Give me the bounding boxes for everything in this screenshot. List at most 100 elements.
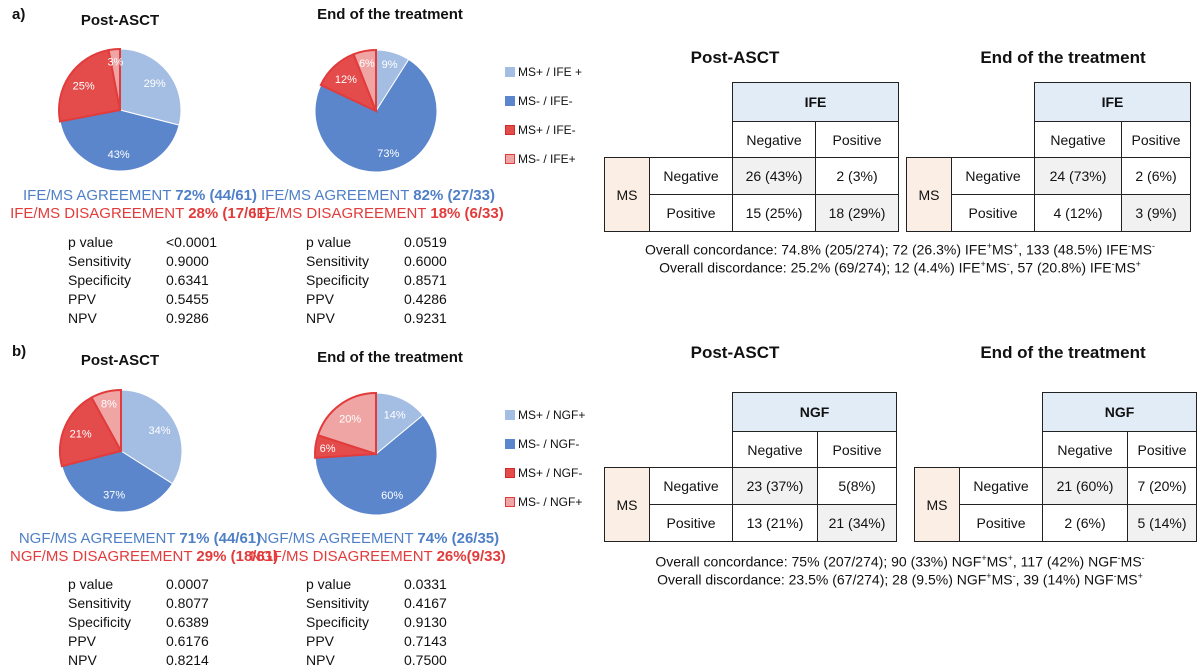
row-group-label: MS xyxy=(906,157,952,232)
disagreement-a2: IFE/MS DISAGREEMENT 18% (6/33) xyxy=(248,205,508,222)
slice-label: 73% xyxy=(377,148,399,160)
stat-row: Specificity 0.9130 xyxy=(306,613,447,632)
agreement-a2-value: 82% (27/33) xyxy=(413,187,495,204)
row-header: Negative xyxy=(951,157,1035,195)
stat-row: Specificity 0.6341 xyxy=(68,271,217,290)
table-a1-title: Post-ASCT xyxy=(690,48,780,67)
table-corner xyxy=(605,432,733,468)
agreement-a2-prefix: IFE/MS AGREEMENT xyxy=(261,187,414,204)
agreement-b2: NGF/MS AGREEMENT 74% (26/35) xyxy=(248,530,508,547)
stat-name: p value xyxy=(306,576,352,592)
note-sup: + xyxy=(1012,241,1019,251)
row-group-label: MS xyxy=(604,157,650,232)
discordance-note-b: Overall discordance: 23.5% (67/274); 28 … xyxy=(600,567,1200,589)
stat-value: 0.6389 xyxy=(166,614,209,630)
column-header: Negative xyxy=(1034,121,1122,158)
note-sup: - xyxy=(1151,241,1155,251)
note-text: Overall discordance: 25.2% (69/274); 12 … xyxy=(659,259,981,276)
legend-swatch xyxy=(505,124,515,135)
stat-row: NPV 0.7500 xyxy=(306,651,447,670)
table-cell: 13 (21%) xyxy=(732,504,818,542)
column-header: Positive xyxy=(1127,431,1197,468)
stat-name: Sensitivity xyxy=(68,253,132,269)
row-header: Negative xyxy=(959,467,1043,505)
stat-name: NPV xyxy=(68,652,97,668)
disagreement-b1: NGF/MS DISAGREEMENT 29% (18/61) xyxy=(10,548,278,565)
panel-a-label: a) xyxy=(12,6,26,23)
stat-row: Sensitivity 0.4167 xyxy=(306,594,447,613)
legend-item: MS+ / NGF+ xyxy=(505,406,585,423)
stat-row: p value 0.0007 xyxy=(68,575,209,594)
stat-value: 0.0519 xyxy=(404,234,447,250)
agreement-b1-value: 71% (44/61) xyxy=(179,530,262,547)
stat-name: Sensitivity xyxy=(306,253,370,269)
legend-label: MS- / NGF+ xyxy=(518,494,583,509)
note-sup: - xyxy=(1141,553,1145,563)
column-header: Negative xyxy=(732,431,818,468)
stats-a1: p value <0.0001 Sensitivity 0.9000 Specifi… xyxy=(68,233,217,328)
table-corner xyxy=(907,83,1035,122)
note-text: , 133 (48.5%) IFE xyxy=(1018,241,1128,258)
stat-row: Specificity 0.6389 xyxy=(68,613,209,632)
pie-slice xyxy=(90,388,122,452)
note-sup: - xyxy=(1127,241,1131,251)
note-text: MS xyxy=(1120,553,1142,570)
table-cell: 5 (14%) xyxy=(1127,504,1197,542)
pie-a2-title: End of the treatment xyxy=(317,6,463,23)
stat-name: Sensitivity xyxy=(306,595,370,611)
stat-name: NPV xyxy=(306,652,335,668)
agreement-b2-value: 74% (26/35) xyxy=(417,530,500,547)
slice-label: 9% xyxy=(382,59,398,71)
agreement-b1: NGF/MS AGREEMENT 71% (44/61) xyxy=(10,530,270,547)
table-cell: 4 (12%) xyxy=(1034,194,1122,232)
legend-swatch xyxy=(505,467,515,478)
table-corner xyxy=(605,393,733,432)
stat-row: NPV 0.9286 xyxy=(68,309,217,328)
stat-value: 0.6341 xyxy=(166,272,209,288)
disagreement-b1-prefix: NGF/MS DISAGREEMENT xyxy=(10,548,197,565)
stat-name: NPV xyxy=(306,310,335,326)
note-text: MS xyxy=(1114,259,1136,276)
legend-swatch xyxy=(505,496,515,507)
legend-label: MS+ / NGF- xyxy=(518,465,583,480)
legend-b: MS+ / NGF+ MS- / NGF- MS+ / NGF- MS- / N… xyxy=(505,406,585,522)
stat-name: p value xyxy=(68,234,114,250)
table-header: IFE xyxy=(1034,82,1191,122)
slice-label: 6% xyxy=(320,443,336,455)
panel-b-label: b) xyxy=(12,343,27,360)
column-header: Negative xyxy=(732,121,816,158)
legend-a: MS+ / IFE + MS- / IFE- MS+ / IFE- MS- / … xyxy=(505,63,582,179)
note-sup: + xyxy=(980,259,986,269)
note-sup: + xyxy=(986,571,992,581)
concordance-note-b: Overall concordance: 75% (207/274); 90 (… xyxy=(600,549,1200,571)
table-cell: 24 (73%) xyxy=(1034,157,1122,195)
table-corner xyxy=(907,122,1035,158)
disagreement-b2-value: 26%(9/33) xyxy=(436,548,506,565)
pie-chart-a1: 29% 43% 25% 3% xyxy=(58,47,182,172)
pie-chart-b2: 14% 60% 6% 20% xyxy=(314,391,438,516)
column-header: Positive xyxy=(815,121,899,158)
stat-name: PPV xyxy=(306,633,335,649)
note-sup: - xyxy=(1111,259,1115,269)
table-corner xyxy=(605,83,733,122)
agreement-a1: IFE/MS AGREEMENT 72% (44/61) xyxy=(10,187,270,204)
legend-item: MS+ / IFE + xyxy=(505,63,582,80)
note-sup: + xyxy=(1135,259,1141,269)
table-a2-title: End of the treatment xyxy=(980,48,1146,67)
agreement-a1-prefix: IFE/MS AGREEMENT xyxy=(23,187,176,204)
stat-row: PPV 0.7143 xyxy=(306,632,447,651)
legend-label: MS+ / IFE- xyxy=(518,122,576,137)
table-cell: 26 (43%) xyxy=(732,157,816,195)
legend-item: MS- / NGF+ xyxy=(505,493,585,510)
stat-name: Specificity xyxy=(306,272,370,288)
column-header: Positive xyxy=(817,431,897,468)
stat-name: Specificity xyxy=(306,614,370,630)
stat-name: Specificity xyxy=(68,614,132,630)
disagreement-b2-prefix: NGF/MS DISAGREEMENT xyxy=(250,548,437,565)
pie-b2-title: End of the treatment xyxy=(317,349,463,366)
table-corner xyxy=(605,122,733,158)
slice-label: 12% xyxy=(335,74,357,86)
stat-name: PPV xyxy=(68,291,97,307)
legend-label: MS- / NGF- xyxy=(518,436,580,451)
agreement-b1-prefix: NGF/MS AGREEMENT xyxy=(18,530,180,547)
